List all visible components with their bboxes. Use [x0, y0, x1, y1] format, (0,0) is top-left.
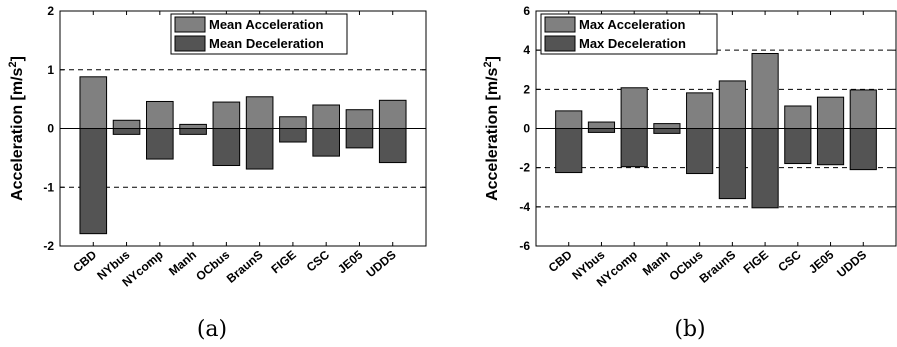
bar-accel-cbd [79, 76, 108, 130]
y-tick-label: -2 [519, 161, 530, 175]
bar-accel-fige [279, 116, 307, 129]
bar-decel-brauns [718, 128, 746, 200]
bar-accel-udds [378, 99, 407, 130]
legend-swatch [174, 16, 206, 33]
bar-decel-fige [279, 128, 307, 143]
legend-label: Max Deceleration [579, 36, 686, 51]
bar-decel-udds [849, 128, 877, 171]
bar-decel-csc [312, 128, 340, 157]
y-tick-label: -1 [43, 180, 54, 194]
bar-decel-nycomp [146, 128, 174, 160]
x-tick-label: CSC [775, 247, 804, 274]
y-tick-label: 0 [523, 122, 530, 136]
y-axis-label: Acceleration [m/s2] [7, 56, 26, 201]
legend-swatch [544, 35, 576, 52]
y-tick-label: 1 [47, 63, 54, 77]
bar-decel-ocbus [686, 128, 714, 175]
legend-label: Mean Deceleration [209, 36, 324, 51]
bar-decel-cbd [555, 128, 583, 174]
bar-accel-nycomp [620, 87, 648, 130]
bar-accel-manh [653, 123, 681, 129]
bar-decel-manh [653, 128, 681, 134]
legend: Mean Acceleration Mean Deceleration [170, 13, 348, 55]
bar-decel-nycomp [620, 128, 648, 168]
bar-decel-brauns [245, 128, 274, 170]
y-tick-label: 2 [47, 4, 54, 18]
bar-accel-csc [312, 104, 340, 129]
bar-accel-cbd [555, 110, 583, 129]
bar-decel-manh [179, 128, 207, 135]
y-tick-label: 0 [47, 122, 54, 136]
bar-accel-fige [751, 52, 779, 129]
legend: Max Acceleration Max Deceleration [540, 13, 718, 55]
y-tick-label: -2 [43, 239, 54, 253]
legend-swatch [174, 35, 206, 52]
y-tick-label: 2 [523, 82, 530, 96]
bar-decel-csc [784, 128, 812, 165]
bar-accel-je05 [816, 96, 845, 129]
y-axis-label: Acceleration [m/s2] [482, 56, 501, 201]
bar-accel-brauns [718, 80, 746, 129]
y-tick-label: 6 [523, 4, 530, 18]
bar-decel-nybus [587, 128, 616, 133]
bar-decel-udds [378, 128, 407, 164]
bar-accel-ocbus [212, 101, 241, 129]
bar-accel-brauns [245, 96, 274, 130]
x-tick-label: JE05 [806, 247, 837, 276]
x-tick-label: FIGE [741, 248, 771, 277]
x-tick-label: UDDS [834, 248, 869, 281]
bar-decel-fige [751, 128, 779, 209]
panel-caption: (b) [674, 317, 705, 342]
y-tick-label: -4 [519, 200, 530, 214]
x-tick-label: FIGE [268, 248, 298, 277]
bar-accel-udds [849, 89, 877, 129]
legend-label: Mean Acceleration [209, 17, 323, 32]
bar-decel-je05 [345, 128, 374, 149]
bar-accel-nybus [587, 121, 616, 129]
legend-swatch [544, 16, 576, 33]
x-tick-label: JE05 [335, 247, 366, 276]
x-tick-label: CSC [304, 247, 333, 274]
bar-accel-csc [784, 105, 812, 129]
bar-accel-nycomp [146, 100, 174, 129]
y-tick-label: -6 [519, 239, 530, 253]
panel-caption: (a) [197, 317, 227, 342]
legend-label: Max Acceleration [579, 17, 686, 32]
x-tick-label: UDDS [364, 248, 399, 281]
bar-accel-je05 [345, 109, 374, 129]
x-tick-label: BraunS [224, 248, 266, 286]
x-tick-label: BraunS [697, 248, 739, 286]
bar-accel-ocbus [686, 92, 714, 129]
bar-accel-manh [179, 123, 207, 129]
bar-decel-cbd [79, 128, 108, 235]
bar-decel-ocbus [212, 128, 241, 167]
y-tick-label: 4 [523, 43, 530, 57]
bar-decel-nybus [112, 128, 141, 135]
bar-decel-je05 [816, 128, 845, 166]
bar-accel-nybus [112, 119, 141, 130]
